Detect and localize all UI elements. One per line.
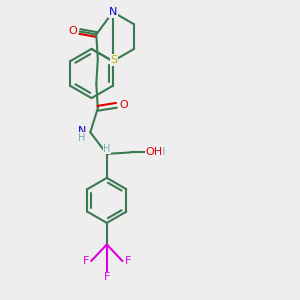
Text: F: F bbox=[124, 256, 131, 266]
Text: F: F bbox=[82, 256, 89, 266]
Text: H: H bbox=[158, 147, 166, 158]
Text: N: N bbox=[109, 7, 117, 17]
Text: OH: OH bbox=[146, 147, 163, 157]
Text: O: O bbox=[150, 147, 159, 158]
Text: O: O bbox=[119, 100, 128, 110]
Text: S: S bbox=[110, 55, 118, 65]
Text: F: F bbox=[103, 272, 110, 283]
Text: H: H bbox=[78, 133, 85, 143]
Text: O: O bbox=[68, 26, 77, 37]
Text: H: H bbox=[103, 143, 110, 154]
Text: N: N bbox=[78, 126, 86, 136]
